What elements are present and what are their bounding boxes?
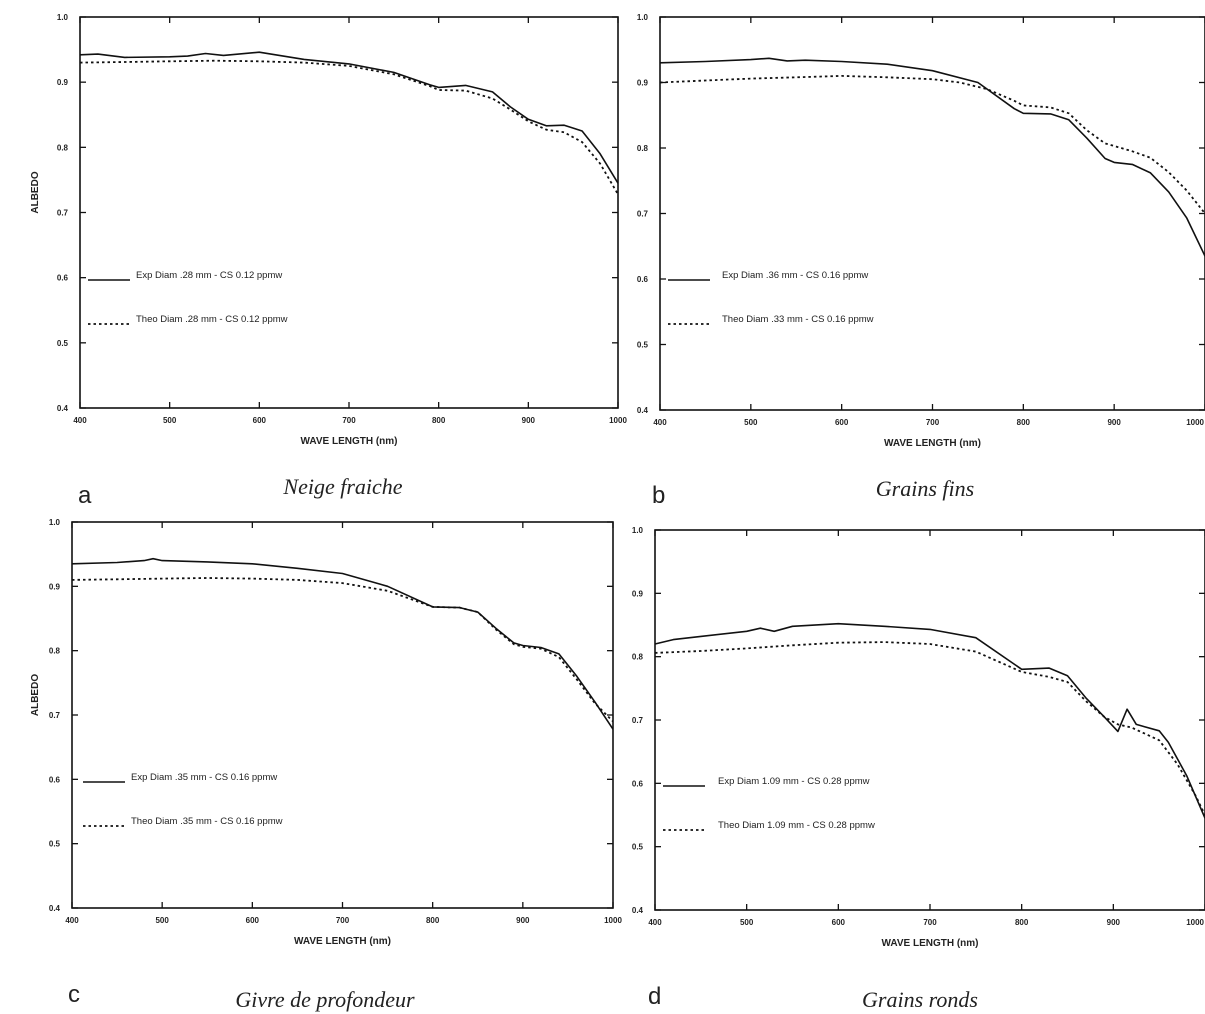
series-line-exp xyxy=(659,57,1205,257)
panel-letter: d xyxy=(648,983,661,1010)
y-tick-label: 0.4 xyxy=(57,404,69,413)
series-line-exp xyxy=(654,622,1205,819)
y-tick-label: 0.7 xyxy=(632,716,644,725)
panel-caption: Grains ronds xyxy=(862,987,978,1012)
panel-caption: Neige fraiche xyxy=(282,474,402,499)
legend-label: Theo Diam .35 mm - CS 0.16 ppmw xyxy=(131,816,283,827)
x-tick-label: 400 xyxy=(653,418,667,427)
x-tick-label: 500 xyxy=(155,916,169,925)
y-tick-label: 0.4 xyxy=(637,406,649,415)
y-tick-label: 0.7 xyxy=(637,210,649,219)
x-tick-label: 800 xyxy=(1015,918,1029,927)
x-tick-label: 700 xyxy=(926,418,940,427)
x-tick-label: 900 xyxy=(1107,418,1121,427)
x-tick-label: 600 xyxy=(832,918,846,927)
series-line-theo xyxy=(654,641,1205,816)
chart-panel-c: 400 500 600 700 800 900 1000 0.4 0.5 0.6 0.7 0.8 0.9… xyxy=(30,518,622,1012)
y-tick-label: 1.0 xyxy=(637,13,649,22)
x-tick-label: 900 xyxy=(1107,918,1121,927)
y-tick-label: 0.6 xyxy=(637,275,649,284)
x-tick-label: 600 xyxy=(835,418,849,427)
y-tick-label: 0.9 xyxy=(49,582,61,591)
y-tick-label: 0.6 xyxy=(632,779,644,788)
x-tick-label: 700 xyxy=(336,916,350,925)
x-tick-label: 900 xyxy=(516,916,530,925)
y-tick-label: 0.8 xyxy=(49,647,61,656)
y-tick-label: 0.9 xyxy=(632,589,644,598)
x-axis-label: WAVE LENGTH (nm) xyxy=(300,436,397,447)
x-axis-label: WAVE LENGTH (nm) xyxy=(294,936,391,947)
x-axis-label: WAVE LENGTH (nm) xyxy=(881,938,978,949)
y-axis-label: ALBEDO xyxy=(30,171,41,213)
y-tick-label: 0.6 xyxy=(49,775,61,784)
x-tick-label: 500 xyxy=(163,416,177,425)
y-tick-label: 0.9 xyxy=(57,78,69,87)
x-tick-label: 700 xyxy=(923,918,937,927)
y-tick-label: 0.8 xyxy=(637,144,649,153)
series-line-theo xyxy=(71,577,614,723)
y-tick-label: 0.5 xyxy=(57,339,69,348)
x-tick-label: 800 xyxy=(1017,418,1031,427)
y-tick-label: 0.7 xyxy=(57,209,69,218)
x-tick-label: 1000 xyxy=(1186,418,1204,427)
legend-label: Theo Diam 1.09 mm - CS 0.28 ppmw xyxy=(718,820,875,831)
panel-caption: Givre de profondeur xyxy=(235,987,415,1012)
series-line-theo xyxy=(659,75,1205,215)
y-tick-label: 1.0 xyxy=(49,518,61,527)
x-tick-label: 700 xyxy=(342,416,356,425)
y-tick-label: 1.0 xyxy=(57,13,69,22)
x-tick-label: 600 xyxy=(246,916,260,925)
y-tick-label: 1.0 xyxy=(632,526,644,535)
panel-letter: b xyxy=(652,482,665,509)
y-tick-label: 0.4 xyxy=(49,904,61,913)
x-tick-label: 400 xyxy=(73,416,87,425)
legend-label: Exp Diam .28 mm - CS 0.12 ppmw xyxy=(136,270,282,281)
y-tick-label: 0.4 xyxy=(632,906,644,915)
panel-caption: Grains fins xyxy=(876,476,974,501)
y-tick-label: 0.8 xyxy=(632,653,644,662)
chart-panel-b: 400 500 600 700 800 900 1000 0.4 0.5 0.6 0.7 0.8 0.9… xyxy=(637,13,1205,509)
chart-panel-d: 400 500 600 700 800 900 1000 0.4 0.5 0.6 0.7 0.8 0.9… xyxy=(632,526,1205,1012)
x-tick-label: 900 xyxy=(522,416,536,425)
series-line-exp xyxy=(79,51,619,184)
x-tick-label: 800 xyxy=(426,916,440,925)
y-tick-label: 0.7 xyxy=(49,711,61,720)
legend-label: Exp Diam .35 mm - CS 0.16 ppmw xyxy=(131,772,277,783)
legend-label: Exp Diam 1.09 mm - CS 0.28 ppmw xyxy=(718,776,870,787)
legend-label: Theo Diam .33 mm - CS 0.16 ppmw xyxy=(722,314,874,325)
panel-letter: a xyxy=(78,482,92,509)
y-tick-label: 0.5 xyxy=(632,843,644,852)
x-tick-label: 500 xyxy=(740,918,754,927)
x-axis-label: WAVE LENGTH (nm) xyxy=(884,438,981,449)
x-tick-label: 1000 xyxy=(604,916,622,925)
y-tick-label: 0.6 xyxy=(57,274,69,283)
x-tick-label: 400 xyxy=(648,918,662,927)
chart-panel-a: 400 500 600 700 800 900 1000 0.4 0.5 0.6 0.7 0.8 0.9… xyxy=(30,13,627,509)
y-tick-label: 0.9 xyxy=(637,79,649,88)
x-tick-label: 600 xyxy=(253,416,267,425)
x-tick-label: 1000 xyxy=(1186,918,1204,927)
y-tick-label: 0.5 xyxy=(49,840,61,849)
legend-label: Exp Diam .36 mm - CS 0.16 ppmw xyxy=(722,270,868,281)
y-tick-label: 0.5 xyxy=(637,341,649,350)
x-tick-label: 1000 xyxy=(609,416,627,425)
y-tick-label: 0.8 xyxy=(57,143,69,152)
y-axis-label: ALBEDO xyxy=(30,674,41,716)
x-tick-label: 500 xyxy=(744,418,758,427)
legend-label: Theo Diam .28 mm - CS 0.12 ppmw xyxy=(136,314,288,325)
x-tick-label: 800 xyxy=(432,416,446,425)
x-tick-label: 400 xyxy=(65,916,79,925)
panel-letter: c xyxy=(68,981,80,1008)
